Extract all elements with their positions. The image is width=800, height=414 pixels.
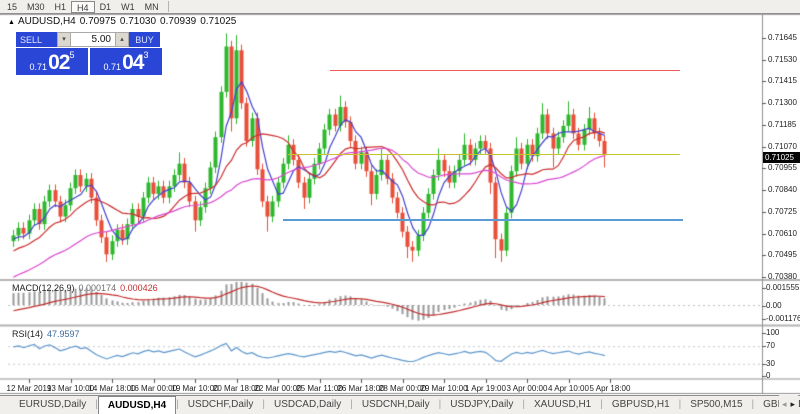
chart-tab-audusd-h4[interactable]: AUDUSD,H4 [97, 396, 177, 414]
chart-tab-usdcnh-daily[interactable]: USDCNH,Daily [361, 399, 430, 410]
time-axis-label: 25 Mar 11:00 [296, 384, 343, 393]
time-axis-label: 28 Mar 00:00 [378, 384, 427, 393]
buy-button[interactable]: BUY [129, 32, 160, 47]
price-axis-label: 0.71070 [768, 141, 797, 151]
volume-increment-button[interactable]: ▴ [115, 32, 129, 47]
macd-scale-label: 0.00 [766, 301, 782, 310]
tab-scroll-right-icon[interactable]: ▸ [790, 399, 795, 409]
timeframe-button-15[interactable]: 15 [7, 1, 18, 12]
time-axis-label: 12 Mar 2019 [6, 384, 52, 393]
time-axis-label: 5 Apr 18:00 [589, 384, 631, 393]
macd-signal-value: 0.000426 [120, 283, 158, 293]
price-axis-label: 0.70380 [768, 272, 797, 282]
one-click-trading-panel: SELL ▾ 5.00 ▴ BUY 0.71 02 5 0.71 04 3 [16, 32, 162, 75]
buy-price-display[interactable]: 0.71 04 3 [90, 48, 162, 75]
time-axis-label: 20 Mar 18:00 [212, 384, 261, 393]
ohlc-close: 0.71025 [200, 16, 237, 27]
time-axis-label: 29 Mar 10:00 [420, 384, 468, 393]
price-axis-label: 0.70840 [768, 185, 797, 195]
tab-separator: | [751, 399, 755, 410]
current-price-tag: 0.71025 [763, 152, 800, 163]
tab-separator: | [95, 399, 98, 410]
timeframe-toolbar: 15 M30 H1 H4 D1 W1 MN [0, 0, 800, 14]
rsi-scale-label: 100 [766, 328, 780, 337]
time-axis-label: 26 Mar 18:00 [337, 384, 385, 393]
timeframe-button-d1[interactable]: D1 [99, 1, 112, 12]
volume-decrement-button[interactable]: ▾ [57, 32, 71, 47]
rsi-scale-label: 70 [766, 341, 775, 350]
support-line[interactable] [283, 219, 683, 221]
rsi-scale-label: 0 [766, 371, 771, 380]
price-axis-label: 0.71415 [768, 76, 797, 86]
timeframe-button-h4[interactable]: H4 [71, 0, 95, 13]
ohlc-open: 0.70975 [79, 16, 116, 27]
time-axis-label: 14 Mar 18:00 [88, 384, 136, 393]
chart-symbol: AUDUSD,H4 [17, 16, 76, 27]
chart-tab-sp500-m15[interactable]: SP500,M15 [690, 399, 743, 410]
chart-tab-usdchf-daily[interactable]: USDCHF,Daily [187, 399, 254, 410]
collapse-panel-icon[interactable]: ▲ [8, 19, 15, 26]
tab-separator: | [438, 399, 442, 410]
tab-separator: | [600, 399, 603, 410]
rsi-scale-label: 30 [766, 359, 775, 368]
time-axis-label: 16 Mar 00:00 [129, 384, 178, 393]
macd-main-value: 0.000174 [78, 283, 117, 293]
tab-separator: | [678, 399, 682, 410]
sell-price-display[interactable]: 0.71 02 5 [16, 48, 88, 75]
price-axis-label: 0.71530 [768, 54, 797, 64]
price-axis-label: 0.71645 [768, 33, 797, 42]
macd-scale-label: 0.001555 [766, 283, 800, 292]
tab-scroll-left-icon[interactable]: ◂ [781, 399, 787, 409]
timeframe-button-mn[interactable]: MN [144, 1, 159, 12]
macd-scale-label: -0.001176 [766, 314, 800, 323]
chart-tab-xauusd-h1[interactable]: XAUUSD,H1 [534, 399, 592, 410]
resistance-line[interactable] [330, 70, 680, 71]
toolbar-separator [167, 1, 169, 12]
rsi-value: 47.9597 [47, 329, 80, 339]
chart-tab-usdcad-daily[interactable]: USDCAD,Daily [273, 399, 342, 410]
chart-tab-bar: EURUSD,Daily | AUDUSD,H4 | USDCHF,Daily | USDC… [0, 395, 800, 414]
time-axis-label: 19 Mar 10:00 [171, 384, 219, 393]
chart-title: ▲ AUDUSD,H4 0.70975 0.71030 0.70939 0.71025 [8, 16, 240, 27]
price-axis-label: 0.70610 [768, 228, 797, 238]
ohlc-high: 0.71030 [119, 16, 157, 27]
rsi-indicator-label: RSI(14) 47.9597 [12, 329, 80, 339]
time-axis-label: 4 Apr 10:00 [548, 384, 589, 393]
price-axis-label: 0.70495 [768, 250, 797, 260]
price-axis-label: 0.71185 [768, 119, 797, 129]
macd-indicator-label: MACD(12,26,9) 0.000174 0.000426 [12, 283, 158, 293]
price-axis-label: 0.71300 [768, 98, 797, 108]
time-axis-label: 3 Apr 00:00 [506, 384, 548, 393]
volume-input[interactable]: 5.00 [71, 32, 115, 47]
ohlc-low: 0.70939 [160, 16, 197, 27]
chart-tab-eurusd-daily[interactable]: EURUSD,Daily [19, 399, 87, 410]
time-axis-label: 22 Mar 00:00 [254, 384, 302, 393]
tab-separator: | [350, 399, 353, 410]
sell-button[interactable]: SELL [16, 32, 57, 47]
timeframe-button-h1[interactable]: H1 [54, 1, 67, 12]
chart-tab-gbpusd-h1[interactable]: GBPUSD,H1 [611, 399, 670, 410]
current-price-line [288, 154, 680, 155]
time-axis-label: 1 Apr 19:00 [465, 384, 506, 393]
chart-tab-usdjpy-daily[interactable]: USDJPY,Daily [450, 399, 514, 410]
timeframe-button-m30[interactable]: M30 [27, 1, 45, 12]
time-axis-label: 13 Mar 10:00 [46, 384, 95, 393]
tab-separator: | [262, 399, 265, 410]
price-axis-label: 0.70725 [768, 206, 797, 216]
timeframe-button-w1[interactable]: W1 [121, 1, 135, 12]
price-axis-label: 0.70955 [768, 163, 797, 173]
tab-separator: | [522, 399, 525, 410]
tab-separator: | [176, 399, 179, 410]
tab-scroll-arrows: ◂ ▸ [778, 395, 798, 414]
